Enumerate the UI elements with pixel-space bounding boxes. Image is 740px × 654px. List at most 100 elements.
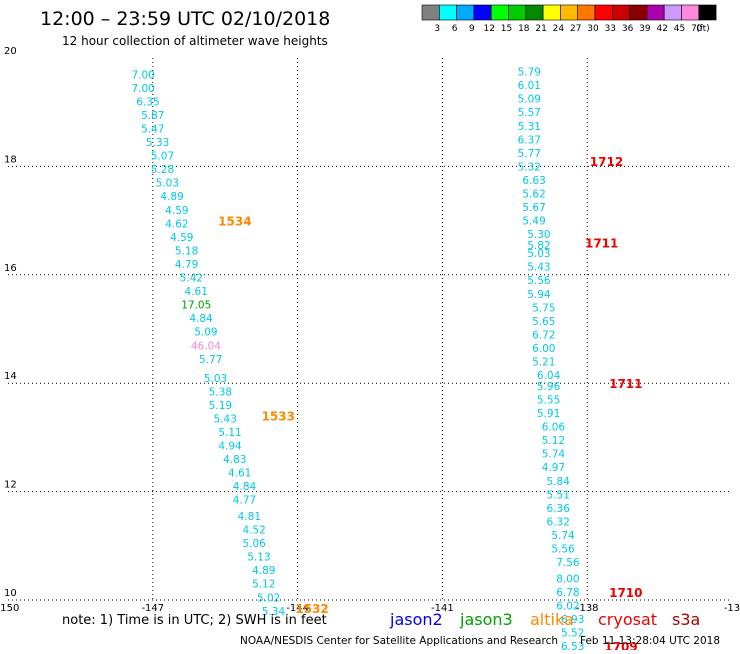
wave-height-label: 4.59 — [170, 232, 193, 244]
colorbar-label: 42 — [656, 24, 667, 34]
wave-height-label: 4.81 — [238, 511, 261, 523]
y-tick-label: 10 — [4, 588, 17, 599]
wave-height-label: 5.03 — [527, 248, 550, 260]
x-tick-label: -147 — [141, 603, 164, 614]
colorbar-swatch — [421, 4, 440, 21]
wave-height-label: 5.33 — [146, 137, 169, 149]
wave-height-label: 6.35 — [136, 96, 159, 108]
axis-ticks: -150 -147 -144 -141 -138 -13 10 12 14 16 18 20 — [0, 46, 740, 614]
wave-height-label: 5.13 — [247, 552, 270, 564]
wave-height-label: 5.77 — [199, 354, 222, 366]
wave-height-label: 17.05 — [181, 300, 211, 312]
wave-height-label: 5.47 — [141, 123, 164, 135]
wave-height-label: 6.04 — [537, 370, 561, 382]
pass-time-label: 1534 — [218, 215, 251, 229]
colorbar-swatch — [438, 4, 457, 21]
wave-height-label: 4.84 — [189, 313, 213, 325]
wave-height-label: 4.89 — [160, 191, 183, 203]
wave-height-label: 6.36 — [547, 503, 571, 515]
wave-height-label: 6.37 — [518, 134, 541, 146]
pass-time-label: 1712 — [590, 155, 623, 169]
colorbar-label: 9 — [469, 24, 475, 34]
colorbar-swatch — [594, 4, 613, 21]
wave-height-label: 4.97 — [542, 462, 565, 474]
wave-height-label: 5.94 — [527, 289, 551, 301]
colorbar-label: 3 — [434, 24, 440, 34]
wave-height-label: 5.49 — [522, 216, 545, 228]
wave-height-label: 4.62 — [165, 218, 188, 230]
wave-height-label: 5.87 — [141, 110, 164, 122]
satellite-legend-s3a: s3a — [672, 610, 700, 629]
wave-height-label: 5.43 — [527, 262, 550, 274]
colorbar-swatch — [629, 4, 648, 21]
wave-height-label: 5.19 — [209, 400, 232, 412]
colorbar-swatch — [577, 4, 596, 21]
wave-height-label: 5.55 — [537, 394, 560, 406]
wave-height-labels: 7.007.006.355.875.475.335.075.285.034.89… — [131, 67, 584, 654]
wave-height-label: 5.32 — [518, 161, 541, 173]
wave-height-label: 7.56 — [556, 557, 580, 569]
wave-height-label: 5.91 — [537, 408, 560, 420]
satellite-legend: jason2 jason3 altika cryosat s3a — [389, 610, 700, 629]
colorbar-label: 27 — [570, 24, 581, 34]
satellite-legend-jason2: jason2 — [389, 610, 443, 629]
wave-height-label: 6.01 — [518, 80, 541, 92]
y-tick-label: 12 — [4, 480, 17, 491]
wave-height-label: 5.38 — [209, 386, 232, 398]
legend-note: note: 1) Time is in UTC; 2) SWH is in fe… — [62, 613, 327, 628]
pass-time-label: 1710 — [609, 586, 642, 600]
y-tick-label: 16 — [4, 263, 17, 274]
wave-height-label: 4.79 — [175, 259, 198, 271]
wave-height-label: 4.61 — [185, 286, 208, 298]
wave-height-label: 5.03 — [156, 178, 179, 190]
colorbar-label: 30 — [587, 24, 599, 34]
plot-grid — [8, 58, 732, 601]
wave-height-label: 4.52 — [242, 525, 265, 537]
pass-time-label: 1711 — [609, 377, 642, 391]
wave-height-label: 7.00 — [131, 83, 154, 95]
wave-height-label: 5.52 — [561, 628, 584, 640]
y-tick-label: 14 — [4, 371, 17, 382]
wave-height-label: 5.74 — [551, 530, 575, 542]
wave-height-label: 5.56 — [527, 275, 551, 287]
colorbar-label: 70 — [691, 24, 703, 34]
wave-height-label: 5.07 — [151, 151, 174, 163]
x-tick-label: -138 — [576, 603, 599, 614]
wave-height-label: 5.09 — [518, 94, 541, 106]
wave-height-label: 5.84 — [547, 476, 571, 488]
wave-height-label: 46.04 — [191, 340, 221, 352]
colorbar-swatch — [611, 4, 630, 21]
wave-height-label: 6.93 — [561, 614, 584, 626]
x-tick-label: -150 — [0, 603, 19, 614]
wave-height-label: 5.75 — [532, 302, 555, 314]
colorbar-label: 24 — [553, 24, 565, 34]
wave-height-label: 6.02 — [556, 600, 579, 612]
wave-height-label: 6.72 — [532, 329, 555, 341]
satellite-legend-cryosat: cryosat — [598, 610, 657, 629]
wave-height-label: 5.21 — [532, 357, 555, 369]
colorbar-label: 45 — [674, 24, 685, 34]
footer-timestamp: Feb 11 13:28:04 UTC 2018 — [580, 635, 720, 647]
wave-height-label: 5.18 — [175, 245, 198, 257]
colorbar-label: 39 — [639, 24, 651, 34]
colorbar-label: 36 — [622, 24, 634, 34]
pass-time-label: 1532 — [295, 602, 328, 616]
y-tick-label: 18 — [4, 154, 17, 165]
colorbar-label: 33 — [605, 24, 616, 34]
wave-height-label: 4.94 — [218, 441, 242, 453]
colorbar-swatch — [473, 4, 492, 21]
wave-height-label: 5.31 — [518, 121, 541, 133]
wave-height-label: 5.67 — [522, 202, 545, 214]
chart-subtitle: 12 hour collection of altimeter wave hei… — [62, 34, 328, 48]
wave-height-label: 8.00 — [556, 573, 579, 585]
footer-agency: NOAA/NESDIS Center for Satellite Applica… — [240, 635, 558, 647]
wave-height-label: 5.12 — [252, 579, 275, 591]
colorbar-label: 18 — [518, 24, 530, 34]
wave-height-label: 5.56 — [551, 544, 575, 556]
wave-height-label: 5.79 — [518, 67, 541, 79]
colorbar-swatch — [490, 4, 509, 21]
wave-height-label: 7.00 — [131, 69, 154, 81]
